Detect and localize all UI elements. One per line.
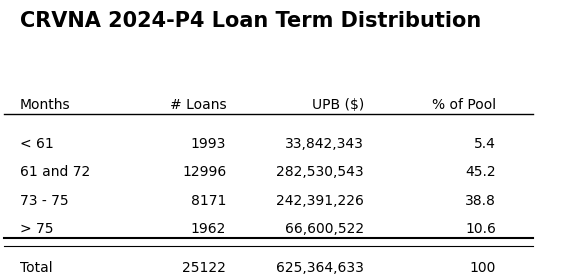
Text: 1993: 1993 [191,137,226,151]
Text: Total: Total [20,261,52,275]
Text: > 75: > 75 [20,222,54,236]
Text: 12996: 12996 [182,165,226,179]
Text: Months: Months [20,98,71,112]
Text: % of Pool: % of Pool [432,98,496,112]
Text: 282,530,543: 282,530,543 [276,165,364,179]
Text: 8171: 8171 [191,194,226,208]
Text: < 61: < 61 [20,137,54,151]
Text: 66,600,522: 66,600,522 [284,222,364,236]
Text: 10.6: 10.6 [465,222,496,236]
Text: 73 - 75: 73 - 75 [20,194,68,208]
Text: # Loans: # Loans [170,98,226,112]
Text: 61 and 72: 61 and 72 [20,165,90,179]
Text: 33,842,343: 33,842,343 [285,137,364,151]
Text: CRVNA 2024-P4 Loan Term Distribution: CRVNA 2024-P4 Loan Term Distribution [20,11,481,31]
Text: 625,364,633: 625,364,633 [276,261,364,275]
Text: 45.2: 45.2 [466,165,496,179]
Text: 38.8: 38.8 [465,194,496,208]
Text: 5.4: 5.4 [474,137,496,151]
Text: 100: 100 [470,261,496,275]
Text: 25122: 25122 [182,261,226,275]
Text: 1962: 1962 [191,222,226,236]
Text: UPB ($): UPB ($) [312,98,364,112]
Text: 242,391,226: 242,391,226 [276,194,364,208]
